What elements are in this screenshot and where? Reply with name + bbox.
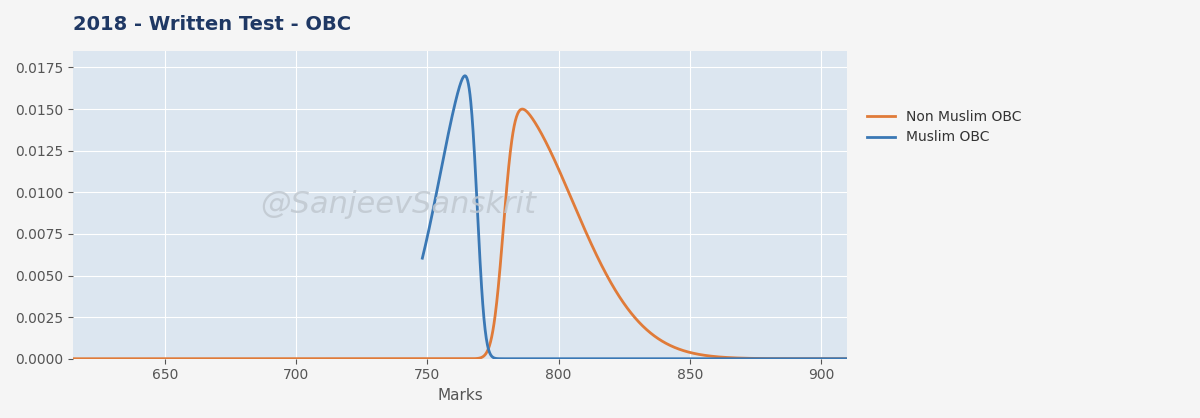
Non Muslim OBC bbox=[443, 356, 457, 361]
X-axis label: Marks: Marks bbox=[437, 388, 482, 403]
Non Muslim OBC bbox=[515, 107, 529, 112]
Muslim OBC bbox=[556, 356, 570, 361]
Muslim OBC bbox=[656, 356, 671, 361]
Muslim OBC bbox=[756, 356, 770, 361]
Non Muslim OBC bbox=[421, 356, 436, 361]
Muslim OBC bbox=[617, 356, 631, 361]
Line: Non Muslim OBC: Non Muslim OBC bbox=[73, 109, 847, 359]
Non Muslim OBC bbox=[106, 356, 120, 361]
Line: Muslim OBC: Muslim OBC bbox=[422, 76, 847, 359]
Non Muslim OBC bbox=[676, 348, 690, 353]
Non Muslim OBC bbox=[817, 356, 832, 361]
Text: 2018 - Written Test - OBC: 2018 - Written Test - OBC bbox=[73, 15, 352, 34]
Muslim OBC bbox=[415, 256, 430, 261]
Non Muslim OBC bbox=[840, 356, 854, 361]
Muslim OBC bbox=[701, 356, 715, 361]
Legend: Non Muslim OBC, Muslim OBC: Non Muslim OBC, Muslim OBC bbox=[862, 104, 1027, 150]
Muslim OBC bbox=[836, 356, 851, 361]
Muslim OBC bbox=[457, 73, 472, 78]
Non Muslim OBC bbox=[66, 356, 80, 361]
Muslim OBC bbox=[826, 356, 840, 361]
Muslim OBC bbox=[840, 356, 854, 361]
Text: @SanjeevSanskrit: @SanjeevSanskrit bbox=[260, 190, 536, 219]
Non Muslim OBC bbox=[818, 356, 833, 361]
